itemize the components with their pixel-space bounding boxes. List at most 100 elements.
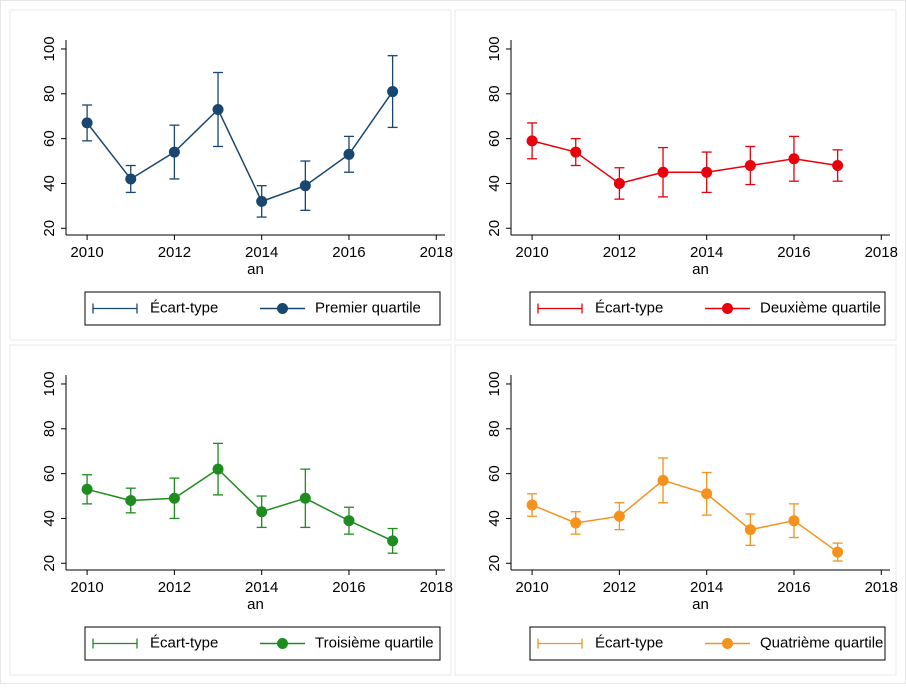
y-tick-label: 20	[486, 555, 503, 572]
y-tick-label: 100	[486, 371, 503, 396]
point	[125, 173, 137, 185]
legend-label: Écart-type	[595, 299, 663, 316]
x-tick-label: 2016	[332, 244, 365, 261]
x-tick-label: 2014	[690, 244, 723, 261]
y-tick-label: 100	[41, 371, 58, 396]
legend-label: Troisième quartile	[315, 634, 434, 651]
x-tick-label: 2016	[332, 579, 365, 596]
y-tick-label: 40	[486, 510, 503, 527]
y-tick-label: 20	[41, 555, 58, 572]
point	[81, 117, 93, 129]
x-tick-label: 2018	[420, 579, 453, 596]
legend: Écart-type Premier quartile	[84, 291, 441, 326]
legend: Écart-type Troisième quartile	[84, 626, 441, 661]
panel: 20 40 60 80 100 2010 2012 2014 2016 2018 an Écart-t…	[454, 9, 898, 341]
y-tick-label: 20	[486, 220, 503, 237]
point	[832, 546, 844, 558]
x-tick-label: 2014	[245, 244, 278, 261]
y-tick-label: 40	[486, 175, 503, 192]
legend-marker	[722, 303, 733, 314]
x-tick-label: 2012	[158, 244, 191, 261]
y-tick-label: 40	[41, 175, 58, 192]
point	[744, 160, 756, 172]
y-tick-label: 60	[41, 130, 58, 147]
point	[570, 146, 582, 158]
x-axis-label: an	[692, 261, 709, 278]
point	[701, 166, 713, 178]
legend-marker	[277, 303, 288, 314]
legend: Écart-type Quatrième quartile	[529, 626, 886, 661]
x-tick-label: 2010	[515, 579, 548, 596]
point	[613, 510, 625, 522]
legend-label: Quatrième quartile	[760, 634, 883, 651]
x-axis-label: an	[247, 596, 264, 613]
point	[168, 492, 180, 504]
y-tick-label: 80	[486, 85, 503, 102]
y-tick-label: 60	[486, 130, 503, 147]
series-line	[531, 479, 839, 553]
point	[299, 180, 311, 192]
panel: 20 40 60 80 100 2010 2012 2014 2016 2018 an Écart-t…	[9, 344, 453, 676]
legend-marker	[722, 638, 733, 649]
legend-label: Premier quartile	[315, 299, 421, 316]
panel: 20 40 60 80 100 2010 2012 2014 2016 2018 an Écart-t…	[9, 9, 453, 341]
point	[657, 474, 669, 486]
point	[701, 488, 713, 500]
x-tick-label: 2012	[603, 579, 636, 596]
x-tick-label: 2016	[777, 579, 810, 596]
point	[212, 463, 224, 475]
point	[81, 483, 93, 495]
legend-label: Écart-type	[150, 634, 218, 651]
legend-marker	[277, 638, 288, 649]
y-tick-label: 60	[486, 465, 503, 482]
series-line	[531, 140, 838, 185]
legend-label: Écart-type	[150, 299, 218, 316]
point	[256, 195, 268, 207]
x-tick-label: 2018	[865, 579, 898, 596]
point	[657, 166, 669, 178]
y-tick-label: 20	[41, 220, 58, 237]
point	[343, 515, 355, 527]
x-tick-label: 2010	[515, 244, 548, 261]
y-tick-label: 80	[41, 420, 58, 437]
point	[832, 160, 844, 172]
point	[570, 517, 582, 529]
x-tick-label: 2014	[245, 579, 278, 596]
y-tick-label: 60	[41, 465, 58, 482]
x-tick-label: 2018	[865, 244, 898, 261]
point	[526, 499, 538, 511]
legend: Écart-type Deuxième quartile	[529, 291, 886, 326]
y-tick-label: 100	[41, 36, 58, 61]
point	[526, 135, 538, 147]
point	[343, 148, 355, 160]
x-tick-label: 2018	[420, 244, 453, 261]
x-tick-label: 2010	[70, 579, 103, 596]
point	[299, 492, 311, 504]
legend-label: Écart-type	[595, 634, 663, 651]
panel-background	[9, 344, 452, 676]
point	[788, 515, 800, 527]
x-axis-label: an	[692, 596, 709, 613]
y-tick-label: 80	[486, 420, 503, 437]
legend-label: Deuxième quartile	[760, 299, 881, 316]
point	[125, 495, 137, 507]
x-tick-label: 2010	[70, 244, 103, 261]
panel: 20 40 60 80 100 2010 2012 2014 2016 2018 an Écart-t…	[454, 344, 898, 676]
y-tick-label: 40	[41, 510, 58, 527]
y-tick-label: 80	[41, 85, 58, 102]
point	[168, 146, 180, 158]
x-axis-label: an	[247, 261, 264, 278]
series-line	[86, 91, 394, 203]
y-tick-label: 100	[486, 36, 503, 61]
series-line	[86, 468, 393, 542]
x-tick-label: 2012	[603, 244, 636, 261]
panel-background	[9, 9, 452, 341]
point	[744, 524, 756, 536]
panel-background	[454, 344, 897, 676]
point	[387, 86, 399, 98]
x-tick-label: 2012	[158, 579, 191, 596]
panel-background	[454, 9, 897, 341]
point	[256, 506, 268, 518]
point	[387, 535, 399, 547]
